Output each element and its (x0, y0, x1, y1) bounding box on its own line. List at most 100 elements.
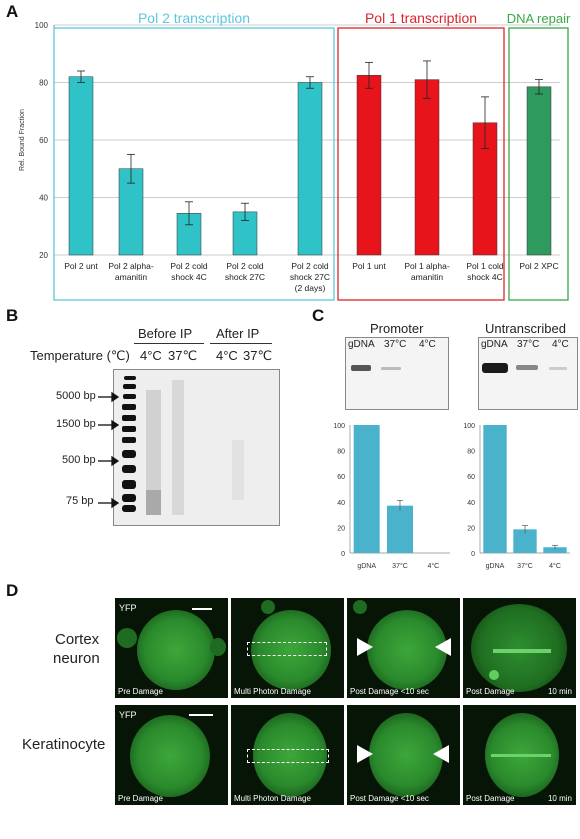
y-tick-label: 20 (337, 525, 345, 532)
x-tick-label: Pol 2 cold (170, 261, 208, 271)
panel-letter-a: A (6, 2, 19, 21)
x-tick-label: Pol 2 cold (226, 261, 264, 271)
image-keratinocyte-multiphoton: Multi Photon Damage (231, 705, 344, 805)
row-label-cortex: Cortex (55, 631, 100, 648)
group-box (337, 27, 505, 301)
frame-label: Post Damage (466, 687, 515, 696)
x-tick-label: Pol 2 unt (64, 261, 98, 271)
x-tick-label: amanitin (411, 272, 443, 282)
bar (387, 505, 413, 553)
panel-letter-c: C (312, 306, 325, 325)
untranscribed-lane-37c: 37°C (517, 339, 540, 350)
row-label-keratinocyte: Keratinocyte (22, 736, 106, 753)
y-tick-label: 100 (333, 423, 345, 430)
x-tick-label: amanitin (115, 272, 147, 282)
x-tick-label: gDNA (486, 563, 505, 570)
yfp-label: YFP (119, 603, 137, 613)
agarose-gel-image (113, 369, 280, 526)
bar (297, 82, 323, 256)
frame-label: Pre Damage (118, 687, 163, 696)
bar (414, 79, 440, 256)
y-tick-label: 20 (39, 251, 48, 260)
before-ip-label: Before IP (138, 326, 193, 341)
x-tick-label: gDNA (357, 563, 376, 570)
y-tick-label: 40 (467, 500, 475, 507)
group-box (508, 27, 569, 301)
y-tick-label: 80 (467, 449, 475, 456)
untranscribed-title: Untranscribed (485, 321, 566, 336)
x-tick-label: shock 27C (225, 272, 265, 282)
x-tick-label: 37°C (517, 562, 533, 570)
promoter-gel-image (345, 337, 449, 410)
image-cortex-post-damage-10sec: Post Damage <10 sec (347, 598, 460, 698)
bar (353, 425, 380, 553)
x-tick-label: Pol 1 unt (352, 261, 386, 271)
y-tick-label: 80 (39, 79, 48, 88)
y-tick-label: 20 (467, 525, 475, 532)
bar-chart-rel-bound-fraction: 20 40 60 80 100 Rel. Bound Fraction Pol 2 tran… (19, 10, 571, 301)
x-tick-label: shock 4C (467, 272, 502, 282)
frame-label: Post Damage <10 sec (350, 687, 429, 696)
y-tick-label: 60 (467, 474, 475, 481)
x-tick-label: 37°C (392, 562, 408, 570)
frame-label: Post Damage <10 sec (350, 794, 429, 803)
frame-label: Multi Photon Damage (234, 794, 311, 803)
bar (356, 75, 382, 256)
untranscribed-gel-image (478, 337, 578, 410)
y-tick-label: 60 (337, 474, 345, 481)
bar (543, 547, 567, 553)
temp-before-4c: 4°C (140, 348, 162, 363)
x-tick-label: Pol 2 alpha- (108, 261, 154, 271)
panel-letter-b: B (6, 306, 19, 325)
temp-after-4c: 4°C (216, 348, 238, 363)
x-tick-label: (2 days) (295, 283, 326, 293)
y-tick-label: 60 (39, 136, 48, 145)
image-keratinocyte-post-damage-10min: Post Damage 10 min (463, 705, 576, 805)
frame-time: 10 min (547, 794, 572, 803)
after-ip-underline (210, 343, 272, 344)
image-cortex-multiphoton: Multi Photon Damage (231, 598, 344, 698)
promoter-lane-4c: 4°C (419, 339, 436, 350)
untranscribed-lane-4c: 4°C (552, 339, 569, 350)
image-keratinocyte-post-damage-10sec: Post Damage <10 sec (347, 705, 460, 805)
x-tick-label: 4°C (427, 562, 439, 570)
row-label-neuron: neuron (53, 650, 100, 667)
image-cortex-post-damage-10min: Post Damage 10 min (463, 598, 576, 698)
y-tick-label: 80 (337, 449, 345, 456)
x-tick-label: shock 27C (290, 272, 330, 282)
frame-label: Pre Damage (118, 794, 163, 803)
frame-label: Post Damage (466, 794, 515, 803)
x-tick-label: shock 4C (171, 272, 206, 282)
y-tick-label: 0 (471, 551, 475, 558)
group-label: Pol 1 transcription (365, 10, 477, 26)
bar (513, 529, 537, 553)
temperature-label: Temperature (℃) (30, 348, 130, 363)
y-tick-label: 40 (39, 194, 48, 203)
x-tick-label: Pol 1 cold (466, 261, 504, 271)
marker-5000bp: 5000 bp (56, 390, 96, 402)
y-tick-label: 40 (337, 500, 345, 507)
bar-chart-untranscribed: 0 20 40 60 80 100 gDNA 37°C 4°C (463, 423, 570, 570)
marker-1500bp: 1500 bp (56, 418, 96, 430)
temp-after-37c: 37℃ (243, 348, 273, 363)
temp-before-37c: 37℃ (168, 348, 198, 363)
bar (68, 76, 94, 256)
y-tick-label: 100 (35, 21, 49, 30)
bar (483, 425, 507, 553)
marker-arrows (98, 391, 120, 509)
untranscribed-lane-gdna: gDNA (481, 339, 508, 350)
bar (526, 86, 552, 256)
group-label: Pol 2 transcription (138, 10, 250, 26)
marker-75bp: 75 bp (66, 495, 94, 507)
image-keratinocyte-pre-damage: YFP Pre Damage (115, 705, 228, 805)
x-tick-label: 4°C (549, 562, 561, 570)
x-tick-label: Pol 2 cold (291, 261, 329, 271)
group-label: DNA repair (507, 11, 571, 26)
promoter-title: Promoter (370, 321, 424, 336)
promoter-lane-gdna: gDNA (348, 339, 375, 350)
y-tick-label: 0 (341, 551, 345, 558)
group-box (53, 27, 335, 301)
x-tick-label: Pol 1 alpha- (404, 261, 450, 271)
after-ip-label: After IP (216, 326, 260, 341)
frame-time: 10 min (547, 687, 572, 696)
